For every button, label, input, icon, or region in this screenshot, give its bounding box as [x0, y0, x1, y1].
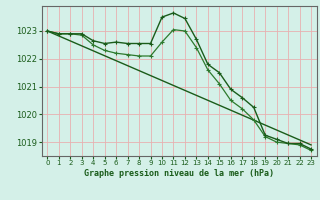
X-axis label: Graphe pression niveau de la mer (hPa): Graphe pression niveau de la mer (hPa)	[84, 169, 274, 178]
